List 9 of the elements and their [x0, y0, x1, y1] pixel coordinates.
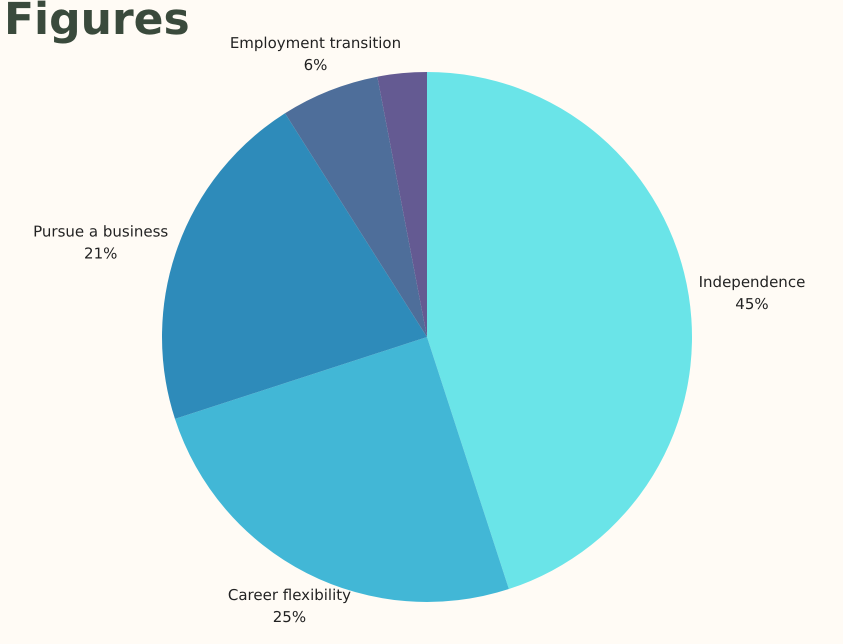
slice-label: Employment transition	[230, 34, 402, 52]
data-label: 6%	[304, 56, 328, 74]
data-label: 21%	[84, 244, 118, 263]
chart-title: Figures	[4, 0, 190, 45]
data-label: 25%	[272, 608, 306, 626]
data-label: 45%	[735, 294, 769, 313]
slice-label: Independence	[698, 272, 806, 291]
slice-label: Pursue a business	[33, 222, 168, 241]
slice-label: Career flexibility	[228, 586, 352, 604]
